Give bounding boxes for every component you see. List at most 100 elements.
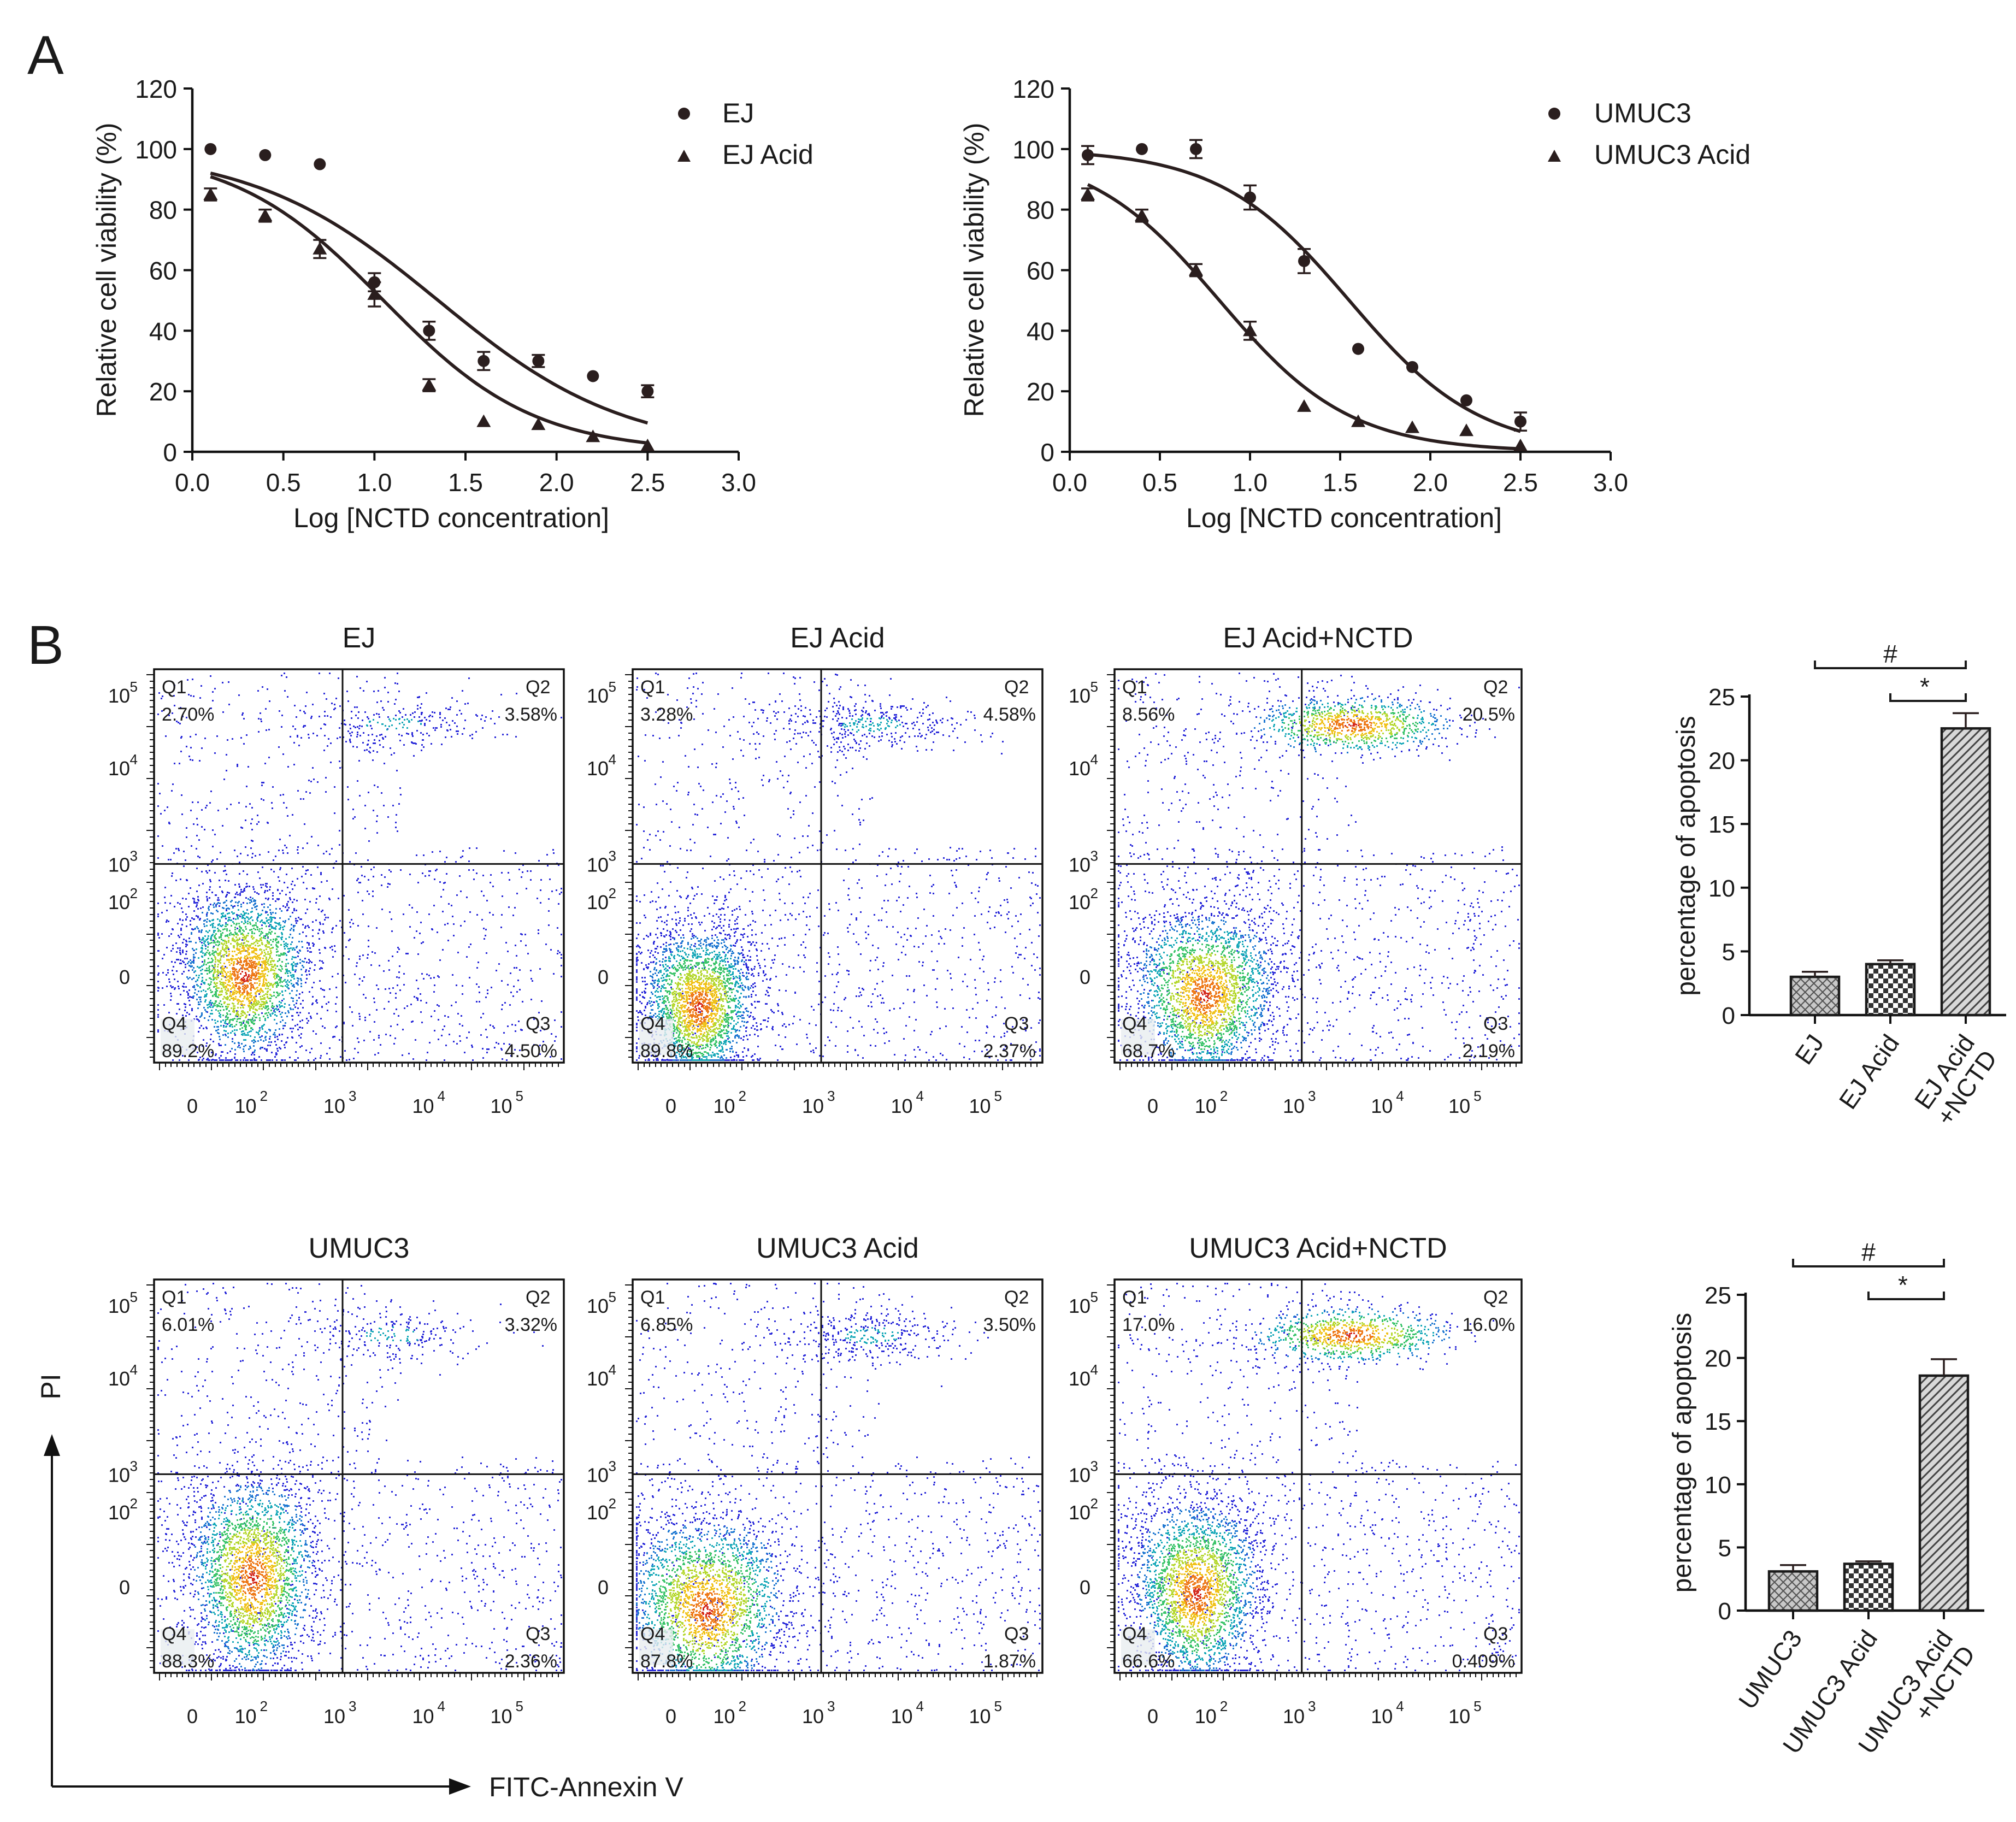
quadrant-value: 4.58%	[983, 704, 1036, 725]
fitc-axis-label: FITC-Annexin V	[489, 1772, 683, 1802]
x-tick-exponent: 5	[1473, 1698, 1481, 1714]
scatter-dots-sparse	[1118, 1283, 1520, 1671]
y-tick-label: 10	[108, 757, 130, 780]
legend-marker-triangle	[1548, 150, 1561, 162]
legend-marker-triangle	[677, 150, 691, 162]
x-tick-exponent: 2	[739, 1698, 746, 1714]
data-point	[1244, 191, 1256, 204]
x-tick-exponent: 5	[994, 1088, 1002, 1104]
plot-title: UMUC3 Acid+NCTD	[1189, 1233, 1447, 1264]
quadrant-name: Q3	[526, 1624, 550, 1644]
fit-curve	[210, 175, 648, 445]
quadrant-value: 87.8%	[640, 1651, 693, 1672]
minor-ticks	[1107, 1284, 1517, 1681]
quadrant-value: 3.58%	[505, 704, 557, 725]
data-point	[1243, 323, 1257, 337]
x-tick-exponent: 5	[994, 1698, 1002, 1714]
y-tick-label: 15	[1705, 1408, 1731, 1435]
data-point	[478, 355, 490, 367]
y-tick-exponent: 3	[609, 1458, 616, 1474]
scatter-dots-density	[679, 980, 720, 1035]
x-tick-label: 10	[323, 1705, 345, 1727]
y-tick-label: 10	[108, 1464, 130, 1486]
quadrant-name: Q2	[526, 677, 550, 698]
significance-bracket	[1867, 1292, 1945, 1300]
y-tick-label: 60	[1027, 257, 1054, 285]
y-axis-label: percentage of apoptosis	[1668, 1313, 1697, 1593]
legend-marker-circle	[678, 108, 690, 120]
data-point	[1297, 399, 1311, 412]
bar	[1789, 975, 1841, 1017]
y-tick-label: 10	[1069, 1501, 1090, 1524]
y-tick-label: 10	[108, 1295, 130, 1317]
y-tick-label: 20	[1705, 1346, 1731, 1372]
x-tick-label: 1.0	[1233, 468, 1268, 497]
fitc-arrow-head	[449, 1778, 471, 1795]
data-point	[259, 149, 272, 161]
plot-title: UMUC3	[309, 1233, 410, 1264]
data-point	[314, 158, 326, 170]
significance-label: #	[1861, 1238, 1876, 1266]
quadrant-name: Q4	[640, 1624, 665, 1644]
x-tick-label: 0.0	[1052, 468, 1087, 497]
legend-label: UMUC3	[1594, 98, 1691, 128]
quadrant-name: Q4	[162, 1013, 186, 1034]
x-axis-label: Log [NCTD concentration]	[293, 503, 609, 533]
data-point	[1459, 423, 1473, 437]
plot-frame	[632, 1278, 1044, 1674]
y-tick-exponent: 2	[130, 885, 138, 901]
scatter-dots-density	[1121, 690, 1477, 1061]
y-tick-label: 0	[119, 1576, 130, 1599]
y-tick-exponent: 4	[609, 751, 616, 768]
quadrant-name: Q3	[1004, 1013, 1029, 1034]
y-tick-label: 0	[598, 966, 609, 988]
y-tick-label: 10	[587, 853, 609, 876]
scatter-dots-density	[213, 934, 277, 1018]
plot-frame	[1113, 1278, 1523, 1674]
y-tick-exponent: 2	[609, 1495, 616, 1512]
x-tick-label: 10	[1195, 1705, 1217, 1727]
bar	[1843, 1562, 1894, 1612]
x-tick-exponent: 2	[260, 1088, 268, 1104]
data-point	[532, 355, 545, 367]
x-tick-label: 10	[1448, 1705, 1470, 1727]
y-tick-label: 80	[149, 196, 177, 225]
quadrant-value: 2.70%	[162, 704, 214, 725]
data-point	[1135, 208, 1149, 221]
quadrant-name: Q4	[640, 1013, 665, 1034]
y-tick-label: 0	[1080, 1576, 1090, 1599]
origin-patch	[639, 1629, 673, 1665]
y-tick-label: 20	[149, 378, 177, 406]
y-tick-exponent: 2	[1090, 885, 1098, 901]
y-tick-exponent: 5	[130, 679, 138, 695]
x-tick-label: 10	[1195, 1095, 1217, 1117]
data-point	[203, 187, 218, 200]
data-point	[1352, 343, 1364, 355]
x-tick-label: UMUC3	[1733, 1625, 1807, 1714]
x-tick-label: 10	[323, 1095, 345, 1117]
data-point	[313, 241, 327, 255]
y-tick-label: 10	[587, 685, 609, 707]
data-point	[531, 417, 546, 431]
data-point	[204, 143, 217, 155]
y-tick-label: 10	[1069, 1367, 1090, 1390]
scatter-dots-density	[1149, 702, 1434, 1061]
fit-curve	[210, 172, 649, 425]
quadrant-value: 1.87%	[983, 1651, 1036, 1672]
significance-label: #	[1883, 640, 1897, 668]
y-tick-label: 60	[149, 257, 177, 285]
y-tick-label: 10	[587, 1367, 609, 1390]
x-tick-label: 10	[891, 1095, 912, 1117]
quadrant-value: 6.01%	[162, 1314, 214, 1335]
origin-patch	[1121, 1629, 1155, 1665]
y-tick-label: 10	[1069, 685, 1090, 707]
data-point	[1136, 143, 1148, 155]
origin-patch	[161, 1019, 194, 1055]
y-tick-label: 10	[587, 757, 609, 780]
x-tick-label: EJ	[1789, 1029, 1829, 1070]
quadrant-value: 2.19%	[1463, 1041, 1515, 1062]
quadrant-value: 3.28%	[640, 704, 693, 725]
y-tick-label: 10	[1069, 1295, 1090, 1317]
